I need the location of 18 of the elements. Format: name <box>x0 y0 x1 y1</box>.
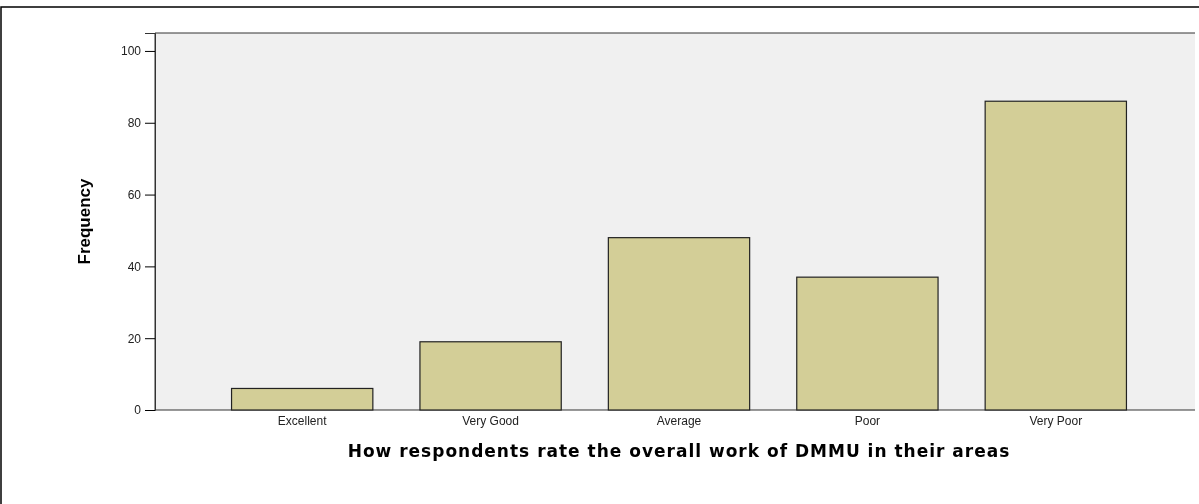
y-axis-title: Frequency <box>75 177 94 265</box>
x-tick-label: Very Poor <box>1029 413 1083 428</box>
y-tick-label: 40 <box>127 259 142 274</box>
bar <box>419 341 562 411</box>
x-axis-title: How respondents rate the overall work of DMMU in their areas <box>347 441 1011 461</box>
y-tick-label: 60 <box>127 187 142 202</box>
x-tick-label: Poor <box>854 413 881 428</box>
bar <box>607 237 751 411</box>
bar <box>984 100 1128 411</box>
y-tick-label: 100 <box>120 44 142 59</box>
y-tick-label: 0 <box>134 403 142 418</box>
x-tick-label: Very Good <box>462 413 519 428</box>
y-tick-label: 20 <box>127 331 142 346</box>
bar <box>796 276 939 411</box>
x-tick-label: Average <box>656 413 702 428</box>
bar <box>230 387 374 411</box>
x-tick-label: Excellent <box>277 413 328 428</box>
y-tick-label: 80 <box>127 116 142 131</box>
